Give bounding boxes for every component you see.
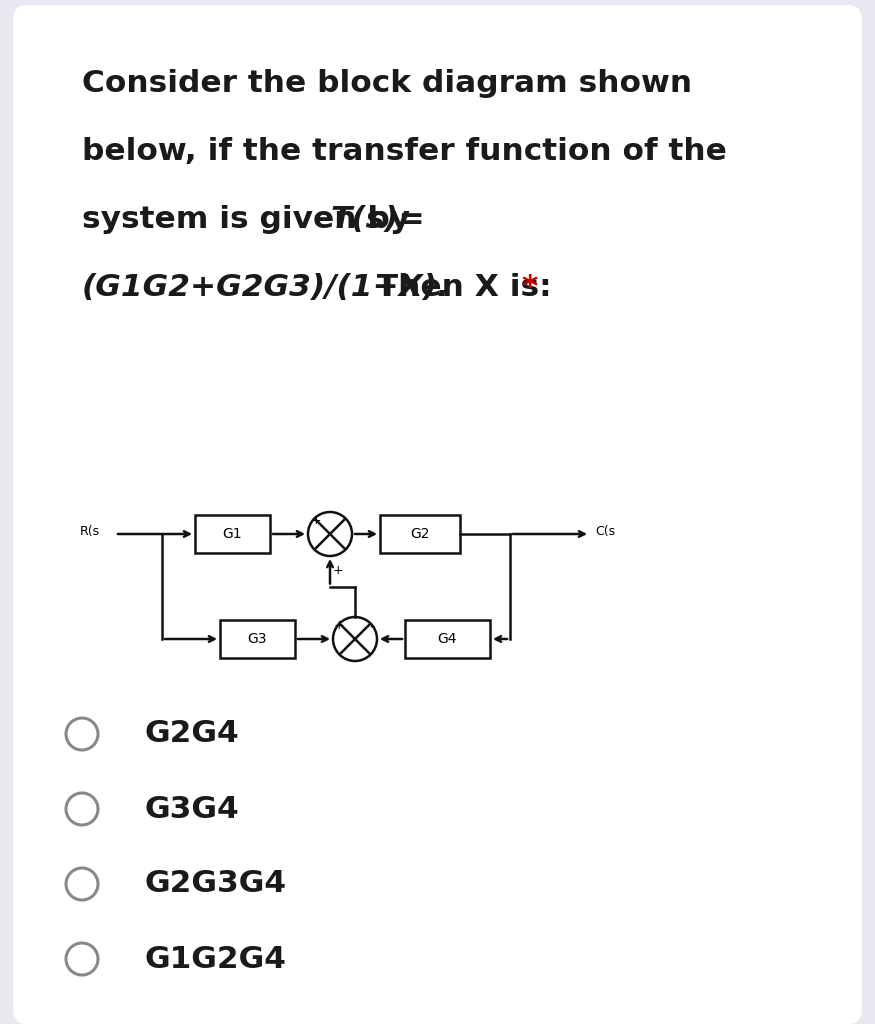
- Text: +: +: [333, 564, 344, 577]
- Circle shape: [308, 512, 352, 556]
- Bar: [405, 620, 490, 658]
- Text: below, if the transfer function of the: below, if the transfer function of the: [82, 137, 727, 166]
- Bar: [220, 620, 295, 658]
- Text: system is given by: system is given by: [82, 205, 421, 234]
- Text: G4: G4: [438, 632, 458, 646]
- Text: +: +: [311, 514, 322, 527]
- Text: *: *: [521, 273, 537, 302]
- Text: G1G2G4: G1G2G4: [145, 944, 287, 974]
- Bar: [380, 515, 460, 553]
- Bar: [195, 515, 270, 553]
- Text: Consider the block diagram shown: Consider the block diagram shown: [82, 69, 692, 98]
- Circle shape: [66, 793, 98, 825]
- Text: (G1G2+G2G3)/(1+X).: (G1G2+G2G3)/(1+X).: [82, 273, 450, 302]
- Text: -: -: [369, 618, 375, 634]
- Text: G2: G2: [410, 527, 430, 541]
- Circle shape: [66, 868, 98, 900]
- Circle shape: [66, 718, 98, 750]
- Text: G2G4: G2G4: [145, 720, 240, 749]
- Text: G2G3G4: G2G3G4: [145, 869, 287, 898]
- Circle shape: [333, 617, 377, 662]
- Text: Then X is:: Then X is:: [366, 273, 563, 302]
- Text: G3: G3: [248, 632, 267, 646]
- Text: +: +: [334, 618, 345, 632]
- Text: R(s: R(s: [80, 524, 100, 538]
- Text: G3G4: G3G4: [145, 795, 240, 823]
- Circle shape: [66, 943, 98, 975]
- Text: T(s)=: T(s)=: [330, 205, 424, 234]
- Text: G1: G1: [222, 527, 242, 541]
- Text: C(s: C(s: [595, 524, 615, 538]
